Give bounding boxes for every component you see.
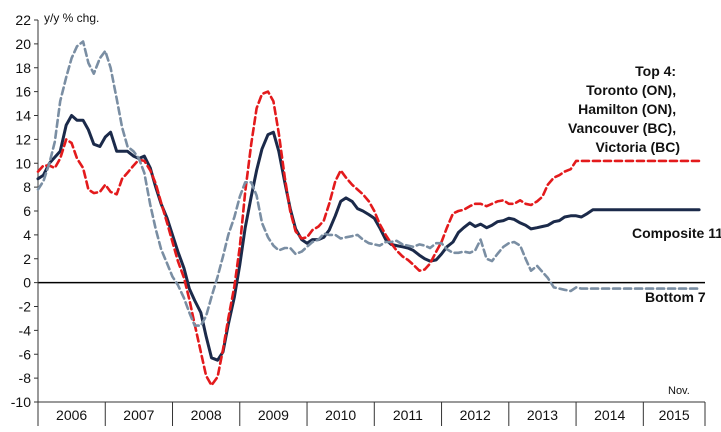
y-tick-label: 14: [15, 108, 31, 124]
composite11-annotation: Composite 11: [632, 225, 721, 241]
y-tick-label: 6: [23, 203, 31, 219]
x-tick-label: 2009: [258, 407, 289, 423]
top4-annotation-line: Top 4:: [635, 63, 676, 79]
y-tick-label: 18: [15, 60, 31, 76]
y-tick-label: -8: [19, 370, 32, 386]
y-tick-label: 2: [23, 251, 31, 267]
top4-annotation-line: Victoria (BC): [595, 139, 680, 155]
x-tick-label: 2008: [191, 407, 222, 423]
series-line-top-4: [36, 90, 701, 387]
x-tick-label: 2011: [393, 407, 423, 423]
y-tick-label: 10: [15, 155, 31, 171]
series-layer: [36, 40, 701, 387]
y-tick-label: 8: [23, 179, 31, 195]
y-tick-label: 22: [15, 12, 31, 28]
top4-annotation-line: Toronto (ON),: [586, 82, 676, 98]
top4-annotation-line: Hamilton (ON),: [578, 101, 676, 117]
y-tick-label: 0: [23, 275, 31, 291]
top4-annotation: Top 4: Toronto (ON), Hamilton (ON), Vanc…: [568, 63, 680, 155]
y-tick-label: -4: [19, 322, 32, 338]
x-tick-label: 2006: [56, 407, 87, 423]
y-tick-label: -6: [19, 346, 32, 362]
y-tick-label: 16: [15, 84, 31, 100]
end-date-note: Nov.: [668, 385, 690, 397]
y-axis-unit-label: y/y % chg.: [44, 11, 99, 25]
x-tick-label: 2010: [325, 407, 356, 423]
series-line-composite-11: [36, 114, 701, 362]
x-axis: 2006 2007 2008 2009 2010 2011 2012 2013 2014 2015: [37, 401, 706, 426]
y-tick-label: 12: [15, 131, 31, 147]
y-tick-label: 20: [15, 36, 31, 52]
top4-annotation-line: Vancouver (BC),: [568, 120, 676, 136]
bottom7-annotation: Bottom 7: [645, 289, 706, 305]
x-tick-label: 2015: [659, 407, 690, 423]
series-line-bottom-7: [36, 40, 701, 327]
y-tick-label: 4: [23, 227, 31, 243]
x-tick-label: 2012: [460, 407, 491, 423]
y-tick-label: -10: [11, 394, 31, 410]
x-tick-label: 2007: [123, 407, 154, 423]
y-tick-label: -2: [19, 299, 32, 315]
x-tick-label: 2013: [527, 407, 558, 423]
x-tick-label: 2014: [594, 407, 625, 423]
